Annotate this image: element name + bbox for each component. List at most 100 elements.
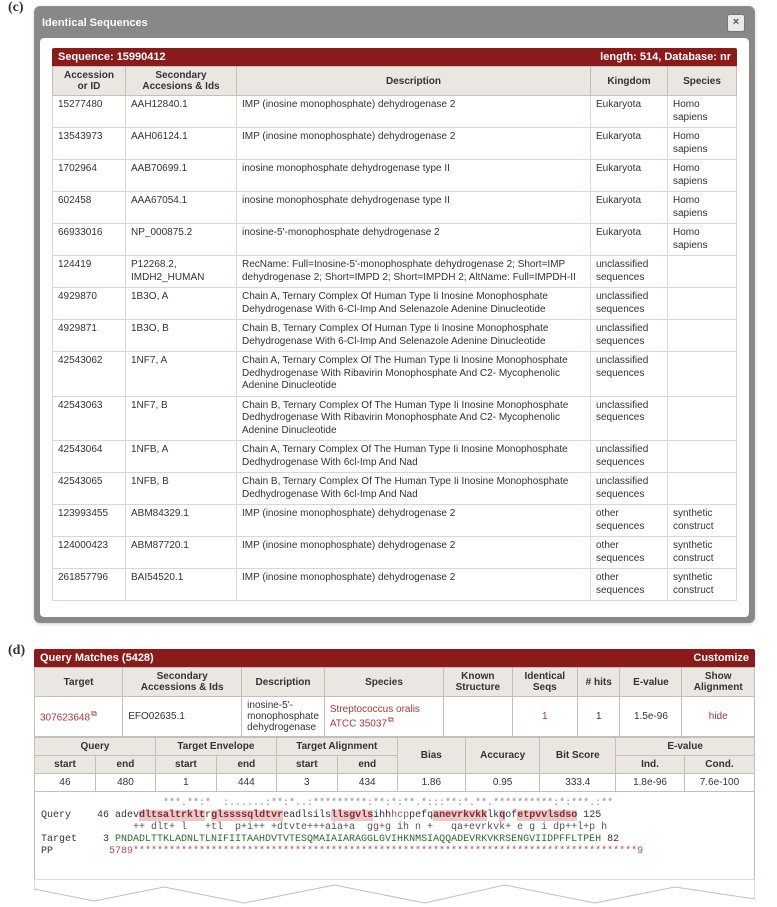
query-matches-table: Target Secondary Accessions & Ids Descri… bbox=[34, 667, 755, 737]
identical-sequences-dialog: Identical Sequences × Sequence: 15990412… bbox=[34, 6, 755, 623]
aln-qstart: 46 bbox=[89, 810, 109, 822]
aln-qseq-m4: pefq bbox=[409, 810, 433, 821]
h-evalue: E-value bbox=[620, 668, 682, 697]
table-row: 66933016NP_000875.2inosine-5'-monophosph… bbox=[53, 224, 737, 256]
cell-description: inosine-5'-monophosphate dehydrogenase bbox=[242, 697, 325, 737]
aln-qseq-gap: hcp bbox=[391, 810, 409, 821]
cell-desc: IMP (inosine monophosphate) dehydrogenas… bbox=[237, 537, 591, 569]
aln-qseq-hl1: dltsaltrklt bbox=[139, 810, 205, 821]
h-identical-seqs: Identical Seqs bbox=[512, 668, 577, 697]
cell-evalue: 1.5e-96 bbox=[620, 697, 682, 737]
v-acc: 0.95 bbox=[465, 774, 539, 792]
h-bias: Bias bbox=[397, 738, 465, 774]
cell-acc: 123993455 bbox=[53, 505, 126, 537]
table-row: 124000423ABM87720.1IMP (inosine monophos… bbox=[53, 537, 737, 569]
cell-desc: inosine monophosphate dehydrogenase type… bbox=[237, 192, 591, 224]
aln-target-label: Target bbox=[41, 834, 89, 846]
cell-acc: 124000423 bbox=[53, 537, 126, 569]
aln-qend: 125 bbox=[583, 810, 601, 821]
v-tas: 3 bbox=[276, 774, 337, 792]
cell-desc: Chain B, Ternary Complex Of The Human Ty… bbox=[237, 396, 591, 441]
cell-spec: Homo sapiens bbox=[668, 96, 737, 128]
cell-desc: IMP (inosine monophosphate) dehydrogenas… bbox=[237, 128, 591, 160]
cell-king: unclassified sequences bbox=[591, 256, 668, 288]
species-link[interactable]: Streptococcus oralis ATCC 35037 bbox=[330, 704, 420, 729]
cell-desc: Chain B, Ternary Complex Of The Human Ty… bbox=[237, 473, 591, 505]
h-bitscore: Bit Score bbox=[540, 738, 616, 774]
table-row: 425430651NFB, BChain B, Ternary Complex … bbox=[53, 473, 737, 505]
cell-king: other sequences bbox=[591, 505, 668, 537]
sequence-info-bar: Sequence: 15990412 length: 514, Database… bbox=[52, 48, 737, 66]
h-testart: start bbox=[155, 756, 216, 774]
cell-sec: AAH12840.1 bbox=[126, 96, 237, 128]
cell-spec: synthetic construct bbox=[668, 569, 737, 601]
cell-spec bbox=[668, 352, 737, 397]
cell-acc: 13543973 bbox=[53, 128, 126, 160]
h-target: Target bbox=[35, 668, 123, 697]
cell-acc: 261857796 bbox=[53, 569, 126, 601]
identical-sequences-table: Accession or ID Secondary Accesions & Id… bbox=[52, 66, 737, 601]
cell-acc: 42543064 bbox=[53, 441, 126, 473]
table-row: 49298701B3O, AChain A, Ternary Complex O… bbox=[53, 288, 737, 320]
table-row: 425430631NF7, BChain B, Ternary Complex … bbox=[53, 396, 737, 441]
cell-acc: 42543063 bbox=[53, 396, 126, 441]
panel-c-label: (c) bbox=[8, 0, 24, 16]
external-link-icon: ⧉ bbox=[388, 715, 394, 724]
alignment-stats-row: 46 480 1 444 3 434 1.86 0.95 333.4 1.8e-… bbox=[35, 774, 755, 792]
cell-desc: IMP (inosine monophosphate) dehydrogenas… bbox=[237, 569, 591, 601]
v-qe: 480 bbox=[95, 774, 155, 792]
h-known-structure: Known Structure bbox=[444, 668, 512, 697]
target-link[interactable]: 307623648 bbox=[40, 713, 90, 724]
cell-sec: AAA67054.1 bbox=[126, 192, 237, 224]
cell-desc: inosine-5'-monophosphate dehydrogenase 2 bbox=[237, 224, 591, 256]
v-qs: 46 bbox=[35, 774, 96, 792]
cell-desc: Chain B, Ternary Complex Of Human Type I… bbox=[237, 320, 591, 352]
table-row: 124419P12268.2, IMDH2_HUMANRecName: Full… bbox=[53, 256, 737, 288]
customize-link[interactable]: Customize bbox=[693, 652, 749, 664]
aln-tseq: PNDADLTTKLADNLTLNIFIITAAHDVTVTESQMAIAIAR… bbox=[115, 834, 601, 845]
cell-spec bbox=[668, 320, 737, 352]
cell-sec: AAB70699.1 bbox=[126, 160, 237, 192]
h-query: Query bbox=[35, 738, 156, 756]
cell-spec: synthetic construct bbox=[668, 537, 737, 569]
col-secondary: Secondary Accesions & Ids bbox=[126, 67, 237, 96]
identical-seqs-link[interactable]: 1 bbox=[542, 711, 548, 722]
close-icon[interactable]: × bbox=[727, 14, 745, 32]
aln-consensus-stars: ***.**:* :......:**:*..:*********:**:*:*… bbox=[41, 798, 748, 810]
col-accession: Accession or ID bbox=[53, 67, 126, 96]
h-show-alignment: Show Alignment bbox=[682, 668, 755, 697]
cell-acc: 15277480 bbox=[53, 96, 126, 128]
cell-spec bbox=[668, 256, 737, 288]
query-matches-header: Query Matches (5428) Customize bbox=[34, 649, 755, 667]
aln-qseq-hl4: anevrkvkk bbox=[433, 810, 487, 821]
sequence-id-label: Sequence: 15990412 bbox=[58, 51, 166, 63]
sequence-length-label: length: 514, Database: nr bbox=[600, 51, 731, 63]
cell-spec bbox=[668, 473, 737, 505]
v-cond: 7.6e-100 bbox=[684, 774, 754, 792]
panel-d-label: (d) bbox=[8, 643, 25, 659]
h-teend: end bbox=[216, 756, 276, 774]
aln-consensus: ++ dlt+ l +tl p+i++ +dtvte+++aia+a gg+g … bbox=[41, 822, 748, 834]
cell-sec: NP_000875.2 bbox=[126, 224, 237, 256]
cell-desc: inosine monophosphate dehydrogenase type… bbox=[237, 160, 591, 192]
match-row: 307623648 ⧉ EFO02635.1 inosine-5'-monopho… bbox=[35, 697, 755, 737]
h-target-alignment: Target Alignment bbox=[276, 738, 397, 756]
v-tes: 1 bbox=[155, 774, 216, 792]
h-secondary: Secondary Accessions & Ids bbox=[123, 668, 242, 697]
cell-king: Eukaryota bbox=[591, 96, 668, 128]
cell-secondary: EFO02635.1 bbox=[123, 697, 242, 737]
cell-sec: P12268.2, IMDH2_HUMAN bbox=[126, 256, 237, 288]
aln-qseq-hl3: llsgvls bbox=[331, 810, 373, 821]
cell-king: unclassified sequences bbox=[591, 473, 668, 505]
cell-sec: 1NF7, A bbox=[126, 352, 237, 397]
cell-king: other sequences bbox=[591, 569, 668, 601]
cell-king: unclassified sequences bbox=[591, 320, 668, 352]
cell-spec: Homo sapiens bbox=[668, 192, 737, 224]
hide-alignment-link[interactable]: hide bbox=[709, 711, 728, 722]
table-row: 602458AAA67054.1inosine monophosphate de… bbox=[53, 192, 737, 224]
h-evalue2: E-value bbox=[616, 738, 755, 756]
col-species: Species bbox=[668, 67, 737, 96]
alignment-stats-table: Query Target Envelope Target Alignment B… bbox=[34, 737, 755, 792]
cell-king: other sequences bbox=[591, 537, 668, 569]
h-qstart: start bbox=[35, 756, 96, 774]
